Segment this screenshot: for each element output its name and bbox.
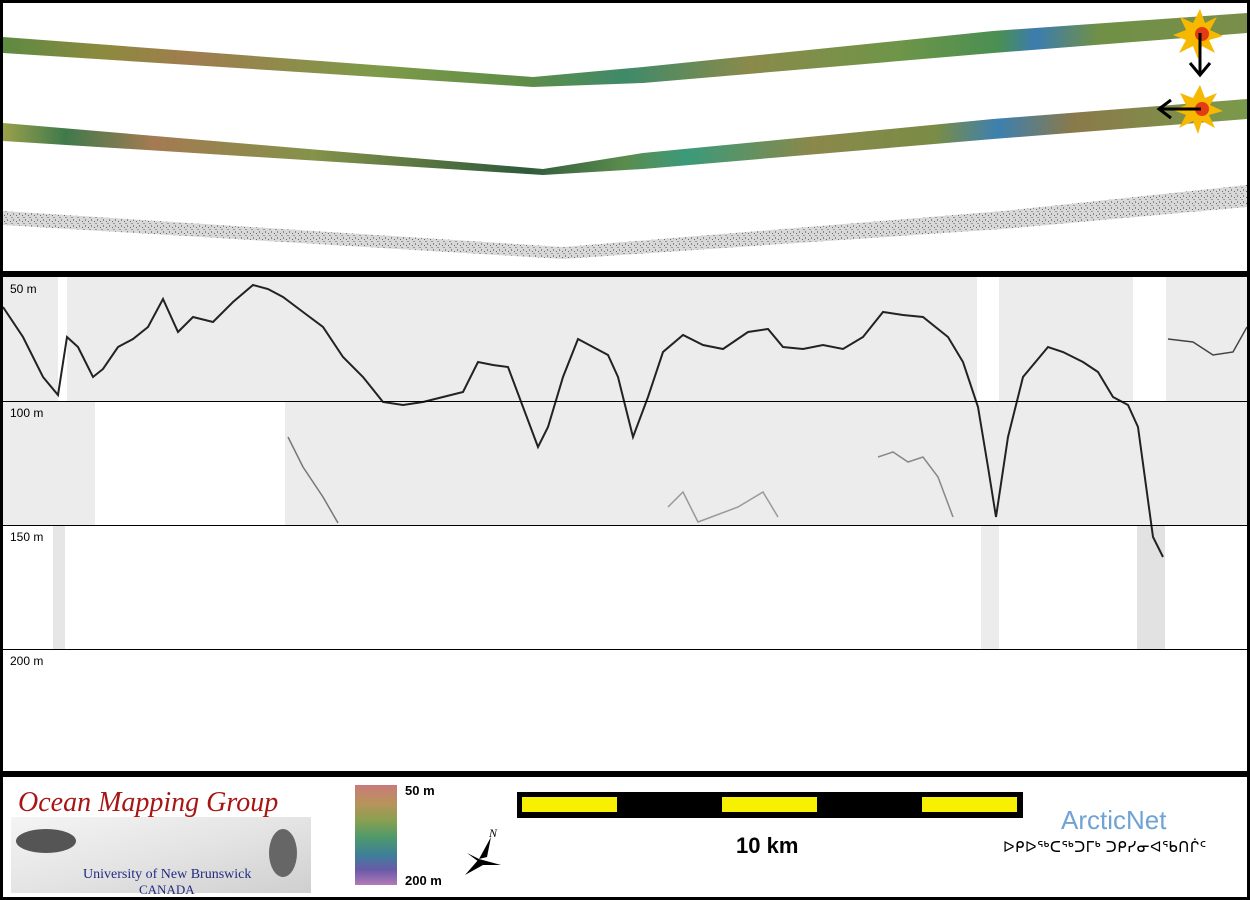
logo-university: University of New Brunswick [83, 867, 252, 882]
depth-label-50: 50 m [10, 282, 37, 296]
arcticnet-syllabics: ᐅᑭᐅᖅᑕᖅᑐᒥᒃ ᑐᑭᓯᓂᐊᖃᑎᒌᑦ [1003, 839, 1207, 856]
bathymetry-swath-2 [3, 99, 1247, 175]
depth-colorbar [355, 785, 397, 885]
scale-bar-label: 10 km [736, 833, 799, 858]
ocean-mapping-group-logo: Ocean Mapping Group University of New Br… [11, 783, 311, 897]
swath-strips [3, 9, 1247, 259]
backscatter-swath [3, 185, 1247, 259]
north-label: N [488, 827, 498, 840]
scale-segment [522, 797, 617, 812]
event-marker-1 [1173, 9, 1223, 59]
depth-label-150: 150 m [10, 530, 44, 544]
seafloor-logo-image [11, 817, 311, 893]
arcticnet-logo: ArcticNet [1061, 805, 1167, 835]
down-arrow-icon [1188, 33, 1212, 78]
colorbar-bottom-label: 200 m [405, 873, 442, 888]
depth-label-100: 100 m [10, 406, 44, 420]
depth-gridline-200 [3, 649, 1247, 650]
left-arrow-icon [1156, 98, 1201, 120]
scale-segment [722, 797, 817, 812]
north-arrow-icon: N [465, 827, 501, 875]
swath-panel [3, 3, 1247, 271]
depth-gridline-150 [3, 525, 1247, 526]
colorbar-top-label: 50 m [405, 783, 435, 798]
scale-bar [517, 792, 1023, 818]
seafloor-trace [3, 283, 1164, 558]
footer-panel: Ocean Mapping Group University of New Br… [3, 777, 1247, 897]
profile-echogram [3, 277, 1247, 649]
scale-segment [922, 797, 1017, 812]
depth-gridline-100 [3, 401, 1247, 402]
bathymetry-swath-1 [3, 13, 1247, 87]
logo-title: Ocean Mapping Group [18, 787, 279, 818]
profile-panel: 50 m 100 m 150 m 200 m [3, 277, 1247, 771]
logo-country: CANADA [139, 882, 195, 897]
depth-label-200: 200 m [10, 654, 44, 668]
